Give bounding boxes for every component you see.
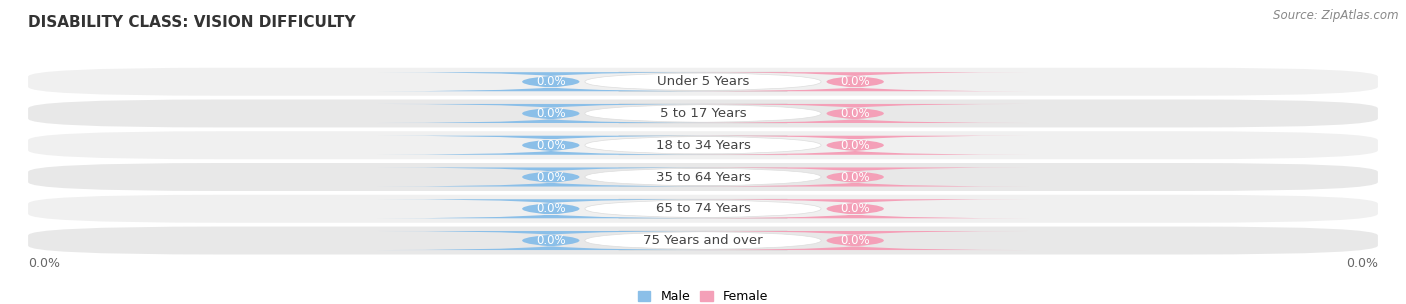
Text: 0.0%: 0.0%: [536, 139, 565, 152]
FancyBboxPatch shape: [682, 136, 1029, 155]
Text: 65 to 74 Years: 65 to 74 Years: [655, 202, 751, 215]
FancyBboxPatch shape: [682, 104, 1029, 123]
Text: 0.0%: 0.0%: [536, 107, 565, 120]
FancyBboxPatch shape: [28, 68, 1378, 96]
Text: 5 to 17 Years: 5 to 17 Years: [659, 107, 747, 120]
Text: 0.0%: 0.0%: [841, 202, 870, 215]
Text: 0.0%: 0.0%: [841, 171, 870, 184]
FancyBboxPatch shape: [682, 72, 1029, 91]
Text: 0.0%: 0.0%: [536, 75, 565, 88]
FancyBboxPatch shape: [585, 104, 821, 123]
FancyBboxPatch shape: [377, 104, 724, 123]
Text: 0.0%: 0.0%: [536, 234, 565, 247]
FancyBboxPatch shape: [682, 168, 1029, 187]
FancyBboxPatch shape: [377, 231, 724, 250]
Text: 35 to 64 Years: 35 to 64 Years: [655, 171, 751, 184]
FancyBboxPatch shape: [28, 226, 1378, 254]
Text: 0.0%: 0.0%: [841, 107, 870, 120]
Text: DISABILITY CLASS: VISION DIFFICULTY: DISABILITY CLASS: VISION DIFFICULTY: [28, 15, 356, 30]
Text: 75 Years and over: 75 Years and over: [643, 234, 763, 247]
Text: 0.0%: 0.0%: [841, 139, 870, 152]
FancyBboxPatch shape: [28, 163, 1378, 191]
FancyBboxPatch shape: [585, 231, 821, 250]
Text: Under 5 Years: Under 5 Years: [657, 75, 749, 88]
FancyBboxPatch shape: [585, 199, 821, 218]
FancyBboxPatch shape: [585, 72, 821, 91]
Text: 0.0%: 0.0%: [536, 171, 565, 184]
FancyBboxPatch shape: [585, 168, 821, 187]
Text: 0.0%: 0.0%: [841, 75, 870, 88]
FancyBboxPatch shape: [377, 199, 724, 218]
Text: 0.0%: 0.0%: [1346, 257, 1378, 270]
Text: 18 to 34 Years: 18 to 34 Years: [655, 139, 751, 152]
FancyBboxPatch shape: [377, 136, 724, 155]
Text: 0.0%: 0.0%: [536, 202, 565, 215]
FancyBboxPatch shape: [682, 231, 1029, 250]
Legend: Male, Female: Male, Female: [633, 285, 773, 304]
FancyBboxPatch shape: [585, 136, 821, 155]
Text: 0.0%: 0.0%: [28, 257, 60, 270]
Text: Source: ZipAtlas.com: Source: ZipAtlas.com: [1274, 9, 1399, 22]
Text: 0.0%: 0.0%: [841, 234, 870, 247]
FancyBboxPatch shape: [377, 168, 724, 187]
FancyBboxPatch shape: [28, 195, 1378, 223]
FancyBboxPatch shape: [682, 199, 1029, 218]
FancyBboxPatch shape: [28, 131, 1378, 159]
FancyBboxPatch shape: [377, 72, 724, 91]
FancyBboxPatch shape: [28, 99, 1378, 127]
